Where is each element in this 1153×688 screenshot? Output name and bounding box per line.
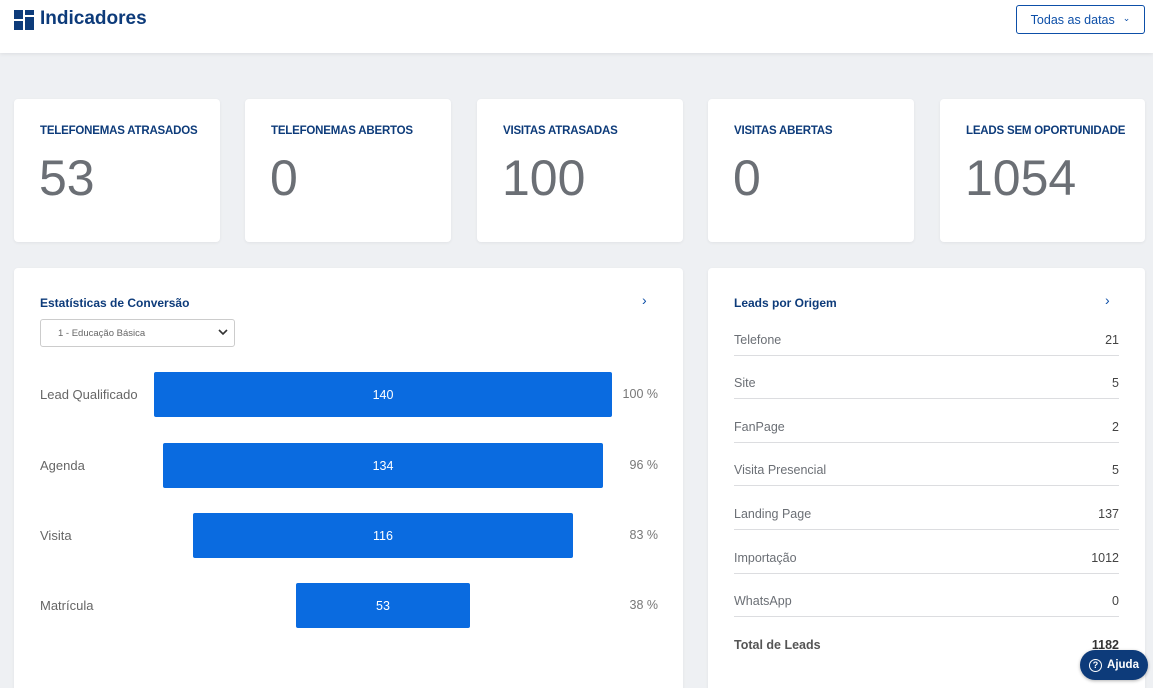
list-item: Telefone 21: [734, 312, 1119, 356]
kpi-card-telefonemas-abertos[interactable]: TELEFONEMAS ABERTOS 0: [245, 99, 451, 242]
total-label: Total de Leads: [734, 638, 821, 652]
funnel-bar: 116: [193, 513, 573, 558]
kpi-label: VISITAS ABERTAS: [734, 125, 833, 137]
origin-name: Importação: [734, 550, 797, 565]
origin-name: WhatsApp: [734, 594, 792, 609]
list-item: Site 5: [734, 356, 1119, 400]
list-item: FanPage 2: [734, 399, 1119, 443]
funnel-bar-value: 53: [376, 598, 390, 613]
list-item: WhatsApp 0: [734, 574, 1119, 618]
funnel-stage-label: Agenda: [40, 458, 85, 473]
course-select-value: 1 - Educação Básica: [58, 327, 146, 339]
funnel-bar: 53: [296, 583, 470, 628]
list-item: Visita Presencial 5: [734, 443, 1119, 487]
chevron-right-icon[interactable]: ›: [1105, 292, 1110, 308]
dashboard-icon: [14, 10, 34, 30]
help-label: Ajuda: [1107, 659, 1139, 671]
kpi-card-leads-sem-oportunidade[interactable]: LEADS SEM OPORTUNIDADE 1054: [940, 99, 1145, 242]
funnel-percent: 100 %: [622, 387, 658, 401]
origin-count: 137: [1098, 506, 1119, 521]
question-icon: ?: [1089, 658, 1103, 672]
chevron-right-icon[interactable]: ›: [642, 292, 647, 308]
funnel-stage-label: Matrícula: [40, 598, 94, 613]
kpi-label: TELEFONEMAS ABERTOS: [271, 125, 413, 137]
funnel-bar-value: 140: [372, 387, 394, 402]
list-item: Importação 1012: [734, 530, 1119, 574]
funnel-bar: 134: [163, 443, 603, 488]
origin-count: 1012: [1091, 550, 1119, 565]
leads-origin-title: Leads por Origem: [734, 296, 837, 310]
list-item: Landing Page 137: [734, 486, 1119, 530]
funnel-stage-label: Lead Qualificado: [40, 387, 138, 402]
origin-count: 2: [1112, 419, 1119, 434]
total-value: 1182: [1091, 638, 1119, 652]
kpi-label: TELEFONEMAS ATRASADOS: [40, 125, 198, 137]
kpi-value: 0: [733, 150, 761, 206]
origin-count: 5: [1112, 376, 1119, 391]
course-select[interactable]: 1 - Educação Básica: [40, 319, 235, 347]
kpi-value: 53: [39, 150, 95, 206]
origin-count: 0: [1112, 594, 1119, 609]
funnel-percent: 83 %: [629, 528, 659, 542]
kpi-label: VISITAS ATRASADAS: [503, 125, 618, 137]
funnel-percent: 96 %: [629, 458, 659, 472]
conversion-title: Estatísticas de Conversão: [40, 296, 190, 310]
top-bar: Indicadores Todas as datas ⌄: [0, 0, 1153, 53]
origin-count: 21: [1105, 332, 1119, 347]
funnel-bar-value: 134: [372, 458, 394, 473]
kpi-card-visitas-atrasadas[interactable]: VISITAS ATRASADAS 100: [477, 99, 683, 242]
origin-count: 5: [1112, 463, 1119, 478]
funnel-percent: 38 %: [629, 598, 659, 612]
page-title: Indicadores: [40, 8, 147, 29]
conversion-panel: Estatísticas de Conversão › 1 - Educação…: [14, 268, 683, 688]
origin-name: Visita Presencial: [734, 463, 827, 478]
chevron-down-icon: [218, 329, 228, 336]
funnel-stage-label: Visita: [40, 528, 72, 543]
help-button[interactable]: ? Ajuda: [1080, 650, 1148, 680]
kpi-label: LEADS SEM OPORTUNIDADE: [966, 125, 1126, 137]
date-filter-label: Todas as datas: [1030, 12, 1115, 27]
origin-name: FanPage: [734, 419, 785, 434]
kpi-card-visitas-abertas[interactable]: VISITAS ABERTAS 0: [708, 99, 914, 242]
funnel-bar: 140: [154, 372, 612, 417]
kpi-value: 100: [502, 150, 586, 206]
kpi-card-telefonemas-atrasados[interactable]: TELEFONEMAS ATRASADOS 53: [14, 99, 220, 242]
kpi-value: 1054: [965, 150, 1077, 206]
funnel-bar-value: 116: [373, 528, 393, 543]
kpi-value: 0: [270, 150, 298, 206]
origin-name: Site: [734, 376, 756, 391]
chevron-down-icon: ⌄: [1122, 12, 1131, 23]
date-filter-button[interactable]: Todas as datas ⌄: [1016, 5, 1145, 34]
origin-name: Telefone: [734, 332, 782, 347]
leads-origin-panel: Leads por Origem › Telefone 21 Site 5 Fa…: [708, 268, 1145, 688]
origin-name: Landing Page: [734, 506, 812, 521]
